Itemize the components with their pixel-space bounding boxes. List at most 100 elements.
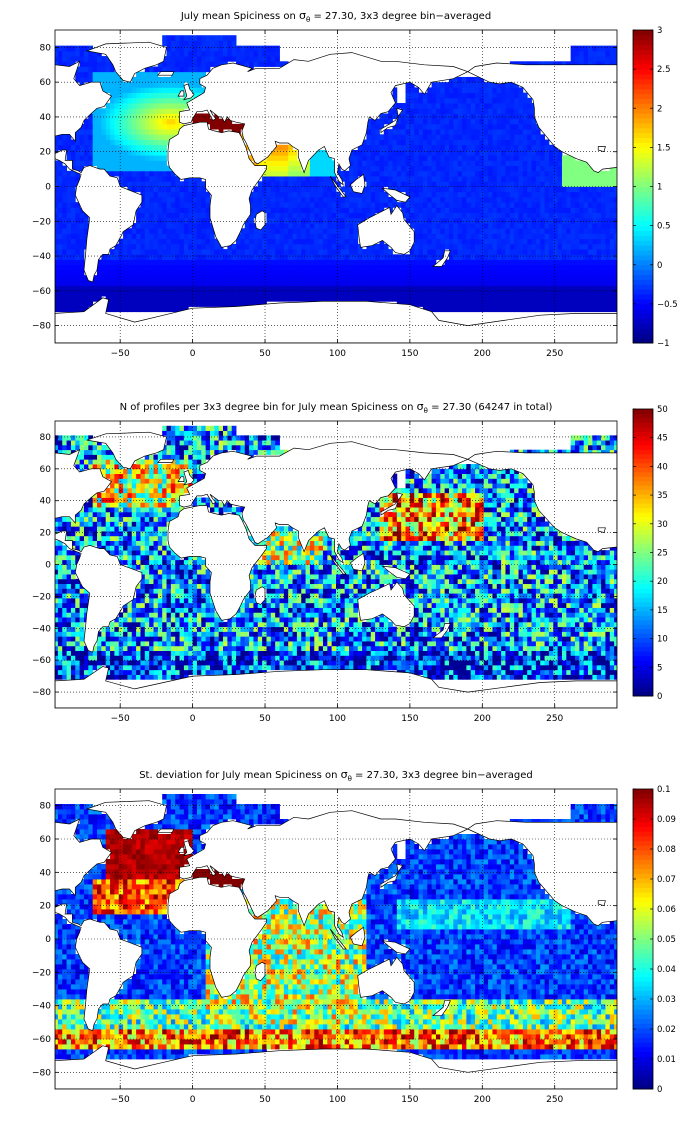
heat-bin bbox=[253, 265, 258, 271]
heat-bin bbox=[171, 207, 176, 213]
heat-bin bbox=[440, 670, 445, 675]
heat-bin bbox=[592, 306, 597, 312]
heat-bin bbox=[62, 187, 67, 193]
heat-bin bbox=[266, 171, 271, 177]
heat-bin bbox=[479, 218, 484, 224]
heat-bin bbox=[258, 286, 263, 292]
heat-bin bbox=[440, 291, 445, 297]
heat-bin bbox=[579, 192, 584, 198]
heat-bin bbox=[167, 129, 172, 135]
heat-bin bbox=[266, 51, 271, 57]
heat-bin bbox=[371, 270, 376, 276]
heat-bin bbox=[449, 270, 454, 276]
heat-bin bbox=[532, 197, 537, 203]
heat-bin bbox=[536, 249, 541, 255]
heat-bin bbox=[58, 670, 63, 675]
heat-bin bbox=[362, 254, 367, 260]
heat-bin bbox=[140, 72, 145, 78]
heat-bin bbox=[127, 93, 132, 99]
heat-bin bbox=[475, 306, 480, 312]
heat-bin bbox=[471, 166, 476, 172]
heat-bin bbox=[62, 265, 67, 271]
heat-bin bbox=[449, 113, 454, 119]
heat-bin bbox=[571, 160, 576, 166]
heat-bin bbox=[297, 202, 302, 208]
heat-bin bbox=[288, 665, 293, 670]
heat-bin bbox=[614, 249, 619, 255]
heat-bin bbox=[449, 155, 454, 161]
heat-bin bbox=[119, 150, 124, 156]
heat-bin bbox=[592, 181, 597, 187]
heat-bin bbox=[297, 197, 302, 203]
heat-bin bbox=[466, 265, 471, 271]
heat-bin bbox=[558, 239, 563, 245]
heat-bin bbox=[140, 670, 145, 675]
heat-bin bbox=[327, 275, 332, 281]
heat-bin bbox=[345, 244, 350, 250]
heat-bin bbox=[527, 160, 532, 166]
heat-bin bbox=[445, 171, 450, 177]
heat-bin bbox=[379, 160, 384, 166]
heat-bin bbox=[414, 124, 419, 130]
heat-bin bbox=[475, 82, 480, 88]
heat-bin bbox=[214, 124, 219, 130]
heat-bin bbox=[575, 260, 580, 266]
heat-bin bbox=[284, 202, 289, 208]
heat-bin bbox=[605, 665, 610, 670]
heat-bin bbox=[484, 98, 489, 104]
heat-bin bbox=[514, 265, 519, 271]
heat-bin bbox=[505, 176, 510, 182]
heat-bin bbox=[167, 93, 172, 99]
heat-bin bbox=[384, 155, 389, 161]
heat-bin bbox=[601, 51, 606, 57]
heat-bin bbox=[614, 197, 619, 203]
heat-bin bbox=[505, 197, 510, 203]
heat-bin bbox=[375, 155, 380, 161]
heat-bin bbox=[271, 197, 276, 203]
heat-bin bbox=[127, 660, 132, 665]
heat-bin bbox=[193, 254, 198, 260]
heat-bin bbox=[319, 275, 324, 281]
heat-bin bbox=[67, 254, 72, 260]
heat-bin bbox=[123, 87, 128, 93]
heat-bin bbox=[262, 176, 267, 182]
heat-bin bbox=[419, 176, 424, 182]
heat-bin bbox=[519, 291, 524, 297]
heat-bin bbox=[266, 176, 271, 182]
heat-bin bbox=[414, 213, 419, 219]
heat-bin bbox=[571, 51, 576, 57]
heat-bin bbox=[427, 301, 432, 307]
heat-bin bbox=[58, 197, 63, 203]
heat-bin bbox=[180, 265, 185, 271]
heat-bin bbox=[488, 197, 493, 203]
heat-bin bbox=[488, 260, 493, 266]
heat-bin bbox=[540, 197, 545, 203]
heat-bin bbox=[575, 306, 580, 312]
heat-bin bbox=[75, 46, 80, 52]
heat-bin bbox=[497, 665, 502, 670]
heat-bin bbox=[84, 291, 89, 297]
heat-bin bbox=[414, 202, 419, 208]
heat-bin bbox=[471, 296, 476, 302]
heat-bin bbox=[345, 218, 350, 224]
heat-bin bbox=[110, 150, 115, 156]
heat-bin bbox=[566, 280, 571, 286]
heat-bin bbox=[306, 275, 311, 281]
heat-bin bbox=[597, 207, 602, 213]
heat-bin bbox=[106, 254, 111, 260]
heat-bin bbox=[553, 181, 558, 187]
heat-bin bbox=[206, 218, 211, 224]
heat-bin bbox=[175, 301, 180, 307]
heat-bin bbox=[545, 140, 550, 146]
heat-bin bbox=[384, 286, 389, 292]
heat-bin bbox=[562, 202, 567, 208]
heat-bin bbox=[553, 301, 558, 307]
heat-bin bbox=[340, 244, 345, 250]
heat-bin bbox=[80, 145, 85, 151]
heat-bin bbox=[553, 291, 558, 297]
heat-bin bbox=[527, 140, 532, 146]
heat-bin bbox=[232, 265, 237, 271]
heat-bin bbox=[101, 270, 106, 276]
heat-bin bbox=[423, 166, 428, 172]
heat-bin bbox=[545, 145, 550, 151]
